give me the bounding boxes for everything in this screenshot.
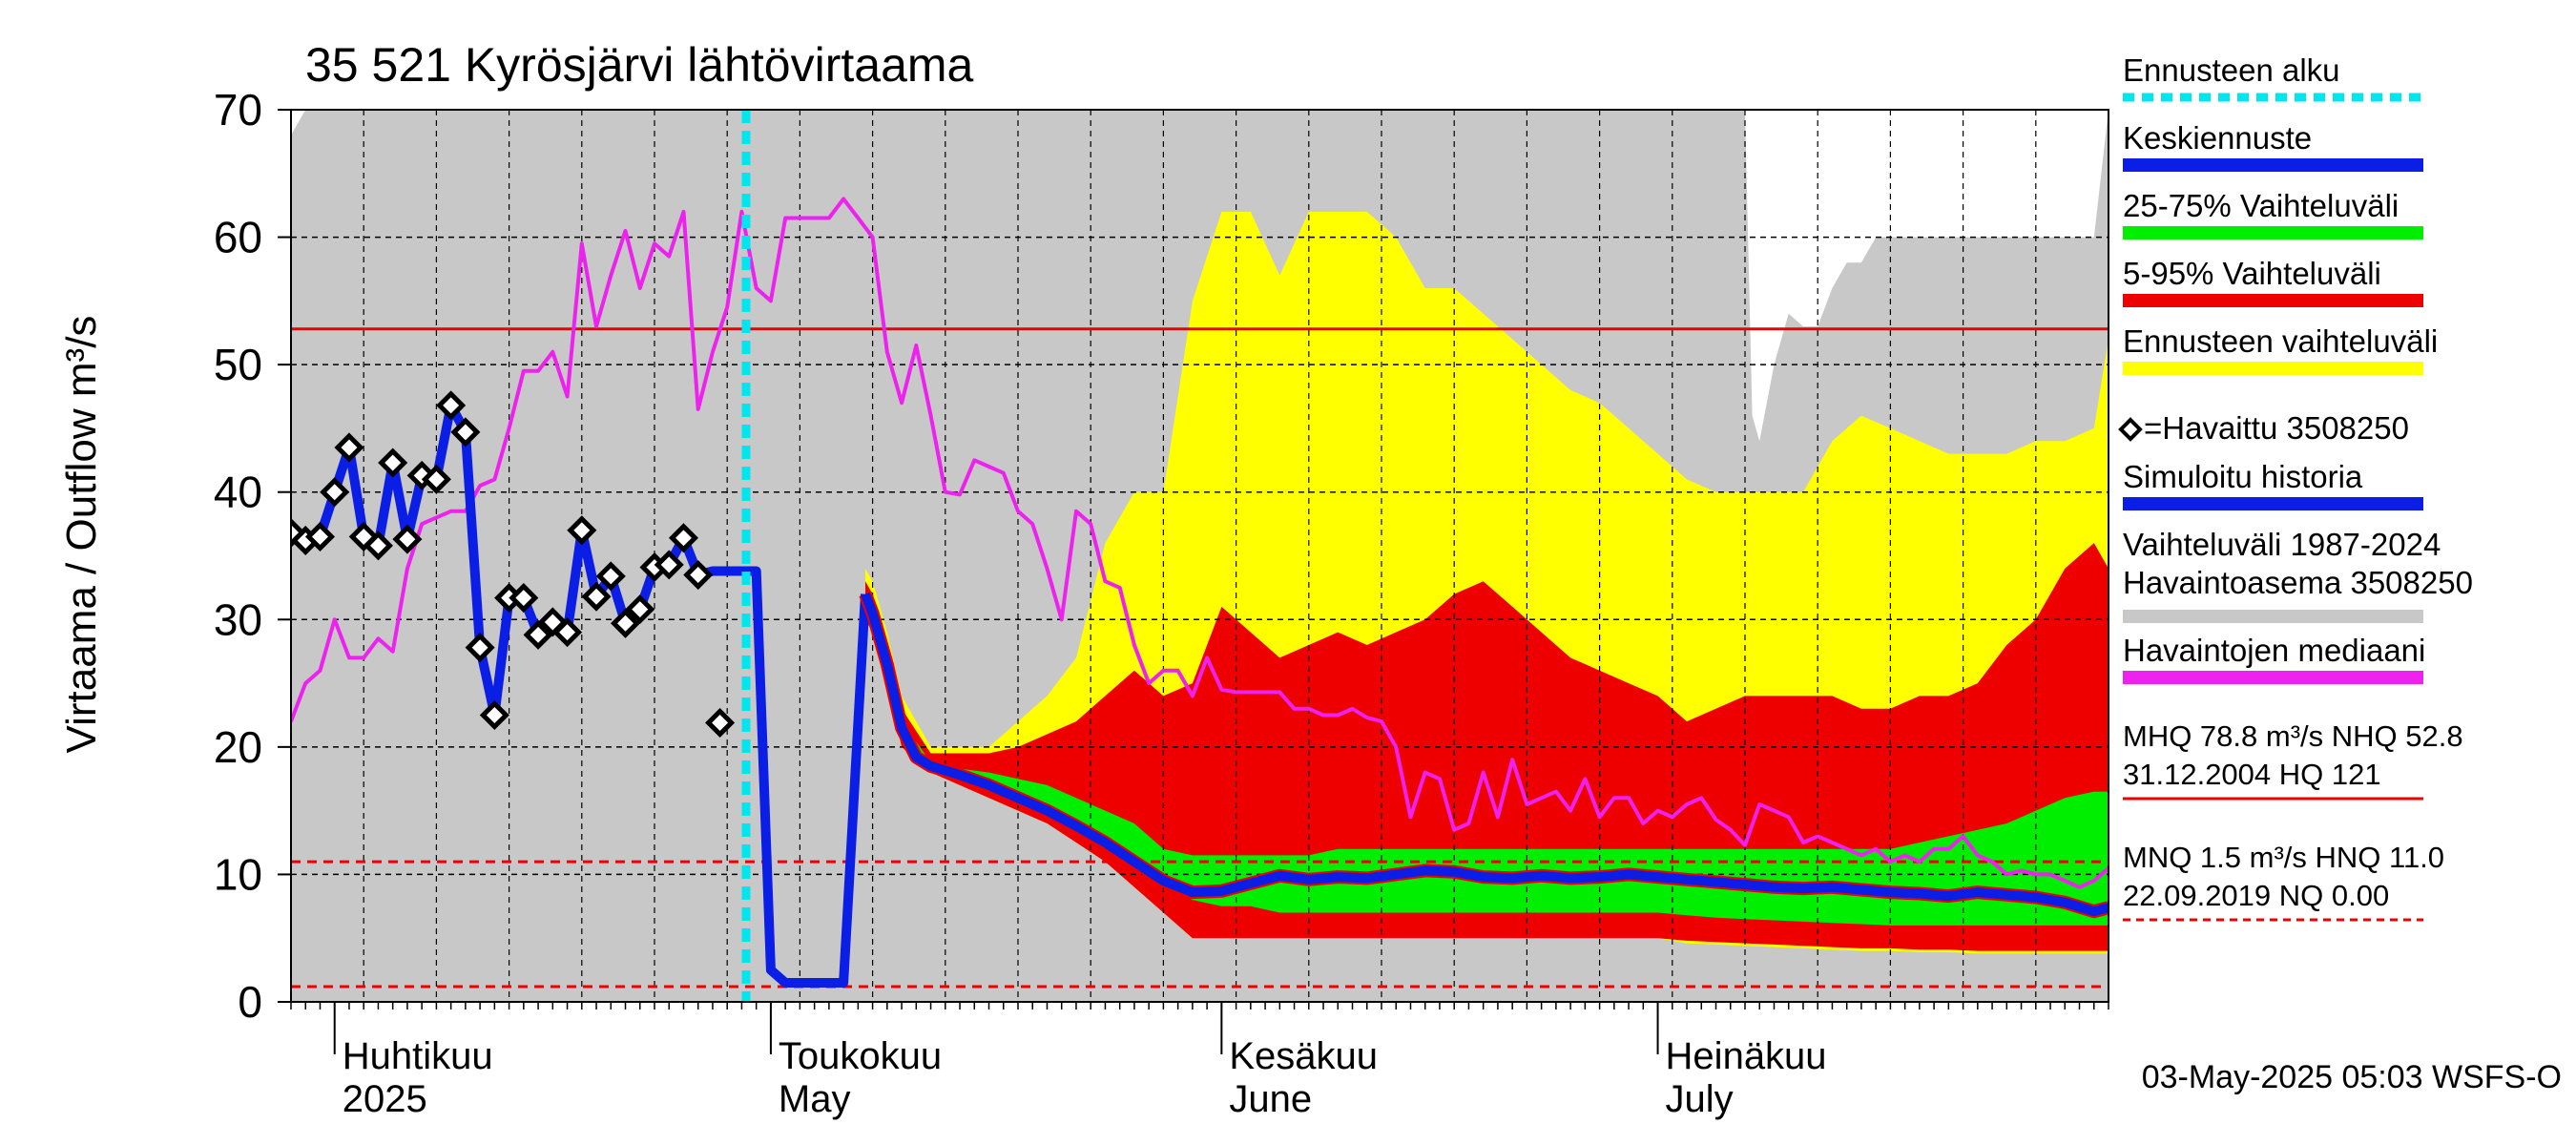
y-tick-label: 0 xyxy=(238,977,262,1027)
observed-point xyxy=(581,581,612,612)
footer-timestamp: 03-May-2025 05:03 WSFS-O xyxy=(2142,1059,2562,1095)
legend-marker-observed xyxy=(2118,417,2143,442)
observed-point xyxy=(595,561,626,592)
legend-label: Havaintojen mediaani xyxy=(2123,633,2425,668)
observed-point xyxy=(610,608,641,638)
observed-point xyxy=(479,699,509,730)
observed-point xyxy=(567,515,597,546)
month-label-en: July xyxy=(1666,1078,1734,1120)
y-axis-label: Virtaama / Outflow m³/s xyxy=(58,316,105,754)
y-tick-label: 60 xyxy=(214,213,262,262)
month-label: Huhtikuu xyxy=(343,1035,493,1077)
observed-point xyxy=(552,617,583,648)
observed-point xyxy=(705,707,736,739)
observed-point xyxy=(363,531,393,561)
y-tick-label: 30 xyxy=(214,594,262,644)
observed-point xyxy=(654,550,684,580)
month-label: Kesäkuu xyxy=(1229,1035,1378,1077)
y-tick-label: 50 xyxy=(214,340,262,389)
month-label: Toukokuu xyxy=(779,1035,942,1077)
legend-swatch xyxy=(2123,497,2423,510)
legend-swatch xyxy=(2123,294,2423,307)
y-tick-label: 20 xyxy=(214,722,262,772)
legend-swatch xyxy=(2123,226,2423,239)
observed-point xyxy=(436,390,467,421)
stats-line: 22.09.2019 NQ 0.00 xyxy=(2123,879,2389,912)
y-tick-label: 70 xyxy=(214,85,262,135)
observed-point xyxy=(683,560,714,591)
legend: Ennusteen alku Keskiennuste 25-75% Vaihtel… xyxy=(2118,52,2473,922)
observed-point xyxy=(304,521,336,552)
legend-label: 5-95% Vaihteluväli xyxy=(2123,256,2381,291)
legend-swatch xyxy=(2123,158,2423,172)
y-axis-ticks: 0 10 20 30 40 50 60 70 xyxy=(214,85,291,1027)
chart-title: 35 521 Kyrösjärvi lähtövirtaama xyxy=(305,38,974,92)
legend-label: Vaihteluväli 1987-2024 xyxy=(2123,527,2441,562)
stats-line: 31.12.2004 HQ 121 xyxy=(2123,758,2381,791)
observed-point xyxy=(450,417,481,448)
observed-point xyxy=(421,464,451,494)
legend-label: Ennusteen alku xyxy=(2123,52,2340,88)
observation-median-line xyxy=(291,197,2109,889)
month-label: Heinäkuu xyxy=(1666,1035,1827,1077)
observed-point xyxy=(465,633,495,663)
legend-swatch xyxy=(2123,671,2423,684)
legend-label: 25-75% Vaihteluväli xyxy=(2123,188,2399,223)
observed-point xyxy=(668,523,699,553)
month-label-en: May xyxy=(779,1078,851,1120)
median-forecast-line xyxy=(861,592,2109,917)
observed-point xyxy=(625,594,655,625)
legend-label: Ennusteen vaihteluväli xyxy=(2123,323,2438,359)
plot-frame xyxy=(290,109,2109,1003)
legend-label: Havaintoasema 3508250 xyxy=(2123,565,2473,600)
legend-swatch-history-range xyxy=(2123,610,2423,623)
legend-label: Keskiennuste xyxy=(2123,120,2312,156)
observed-point xyxy=(334,432,364,463)
legend-label: Simuloitu historia xyxy=(2123,459,2363,494)
stats-line: MHQ 78.8 m³/s NHQ 52.8 xyxy=(2123,719,2463,753)
plot-layers xyxy=(291,110,2109,1002)
month-label-en: 2025 xyxy=(343,1078,427,1120)
observed-point xyxy=(509,583,539,614)
legend-label: =Havaittu 3508250 xyxy=(2144,410,2409,446)
y-tick-label: 10 xyxy=(214,849,262,899)
stats-line: MNQ 1.5 m³/s HNQ 11.0 xyxy=(2123,841,2444,874)
observed-point xyxy=(392,524,423,554)
plot-area xyxy=(290,109,2109,1003)
observed-point xyxy=(523,619,553,650)
observed-point xyxy=(320,477,350,508)
legend-swatch xyxy=(2123,362,2423,375)
y-tick-label: 40 xyxy=(214,468,262,517)
month-label-en: June xyxy=(1229,1078,1312,1120)
observed-point xyxy=(378,448,408,478)
